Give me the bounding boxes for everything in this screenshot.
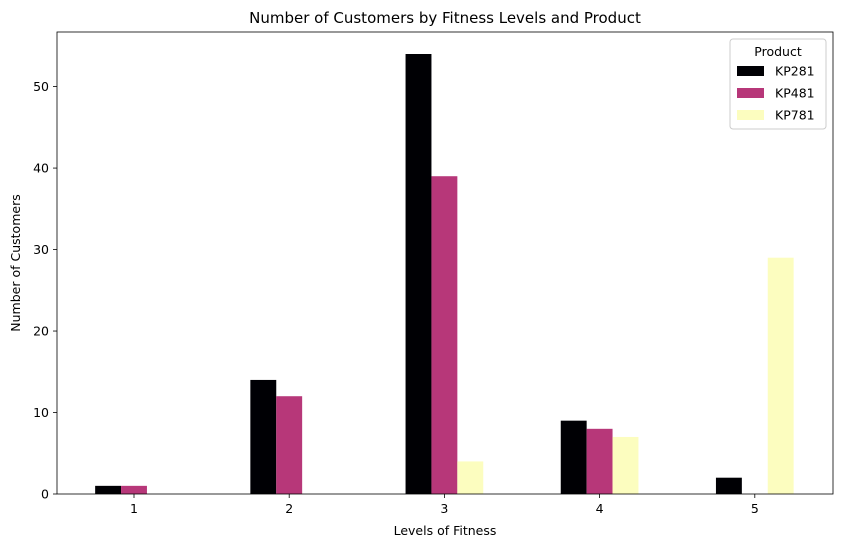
bars-group xyxy=(95,54,794,494)
y-axis-label: Number of Customers xyxy=(8,194,23,331)
bar-kp781-4 xyxy=(613,437,639,494)
x-tick-label: 1 xyxy=(130,501,138,516)
bar-kp481-1 xyxy=(121,486,147,494)
bar-kp481-4 xyxy=(587,429,613,494)
bar-kp481-2 xyxy=(276,396,302,494)
bar-kp481-3 xyxy=(431,176,457,494)
x-tick-label: 2 xyxy=(285,501,293,516)
legend-swatch-kp281 xyxy=(737,66,764,76)
legend-swatch-kp481 xyxy=(737,88,764,98)
legend-label-kp481: KP481 xyxy=(775,86,815,101)
chart-title: Number of Customers by Fitness Levels an… xyxy=(249,9,641,27)
y-axis-ticks: 0 10 20 30 40 50 xyxy=(33,79,57,501)
bar-kp281-3 xyxy=(406,54,432,494)
bar-kp781-5 xyxy=(768,258,794,494)
x-tick-label: 3 xyxy=(440,501,448,516)
x-tick-label: 5 xyxy=(751,501,759,516)
x-axis-label: Levels of Fitness xyxy=(394,523,497,538)
x-axis-ticks: 1 2 3 4 5 xyxy=(130,494,759,516)
bar-kp281-2 xyxy=(250,380,276,494)
bar-kp281-4 xyxy=(561,421,587,494)
legend-items: KP281 KP481 KP781 xyxy=(737,64,815,123)
y-tick-label: 50 xyxy=(33,79,49,94)
y-tick-label: 20 xyxy=(33,324,49,339)
y-tick-label: 40 xyxy=(33,161,49,176)
legend: Product KP281 KP481 KP781 xyxy=(730,39,826,129)
bar-kp781-3 xyxy=(457,461,483,494)
x-tick-label: 4 xyxy=(596,501,604,516)
legend-swatch-kp781 xyxy=(737,110,764,120)
legend-label-kp781: KP781 xyxy=(775,108,815,123)
legend-title: Product xyxy=(754,44,802,59)
bar-kp281-5 xyxy=(716,478,742,494)
bar-kp281-1 xyxy=(95,486,121,494)
y-tick-label: 30 xyxy=(33,242,49,257)
y-tick-label: 10 xyxy=(33,405,49,420)
y-tick-label: 0 xyxy=(41,487,49,502)
legend-label-kp281: KP281 xyxy=(775,64,815,79)
